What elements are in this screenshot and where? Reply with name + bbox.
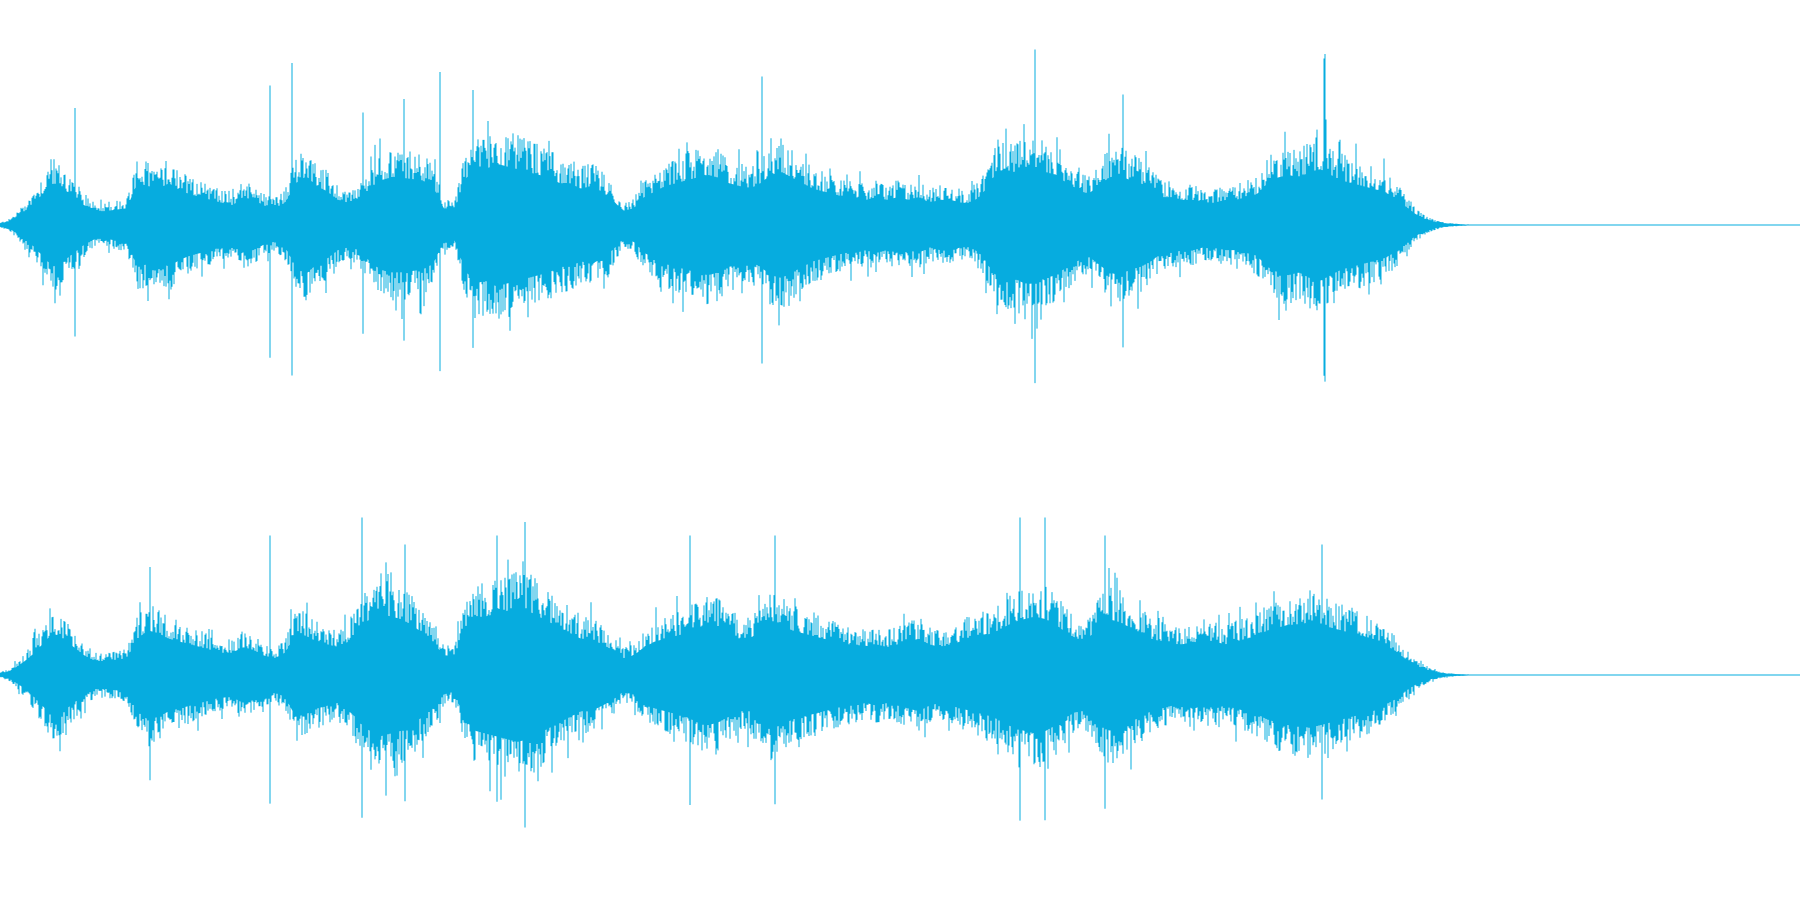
waveform-spikes [0,49,1469,384]
waveform-spikes [0,517,1469,828]
channel-1-waveform [0,49,1800,384]
channel-2-waveform [0,517,1800,828]
